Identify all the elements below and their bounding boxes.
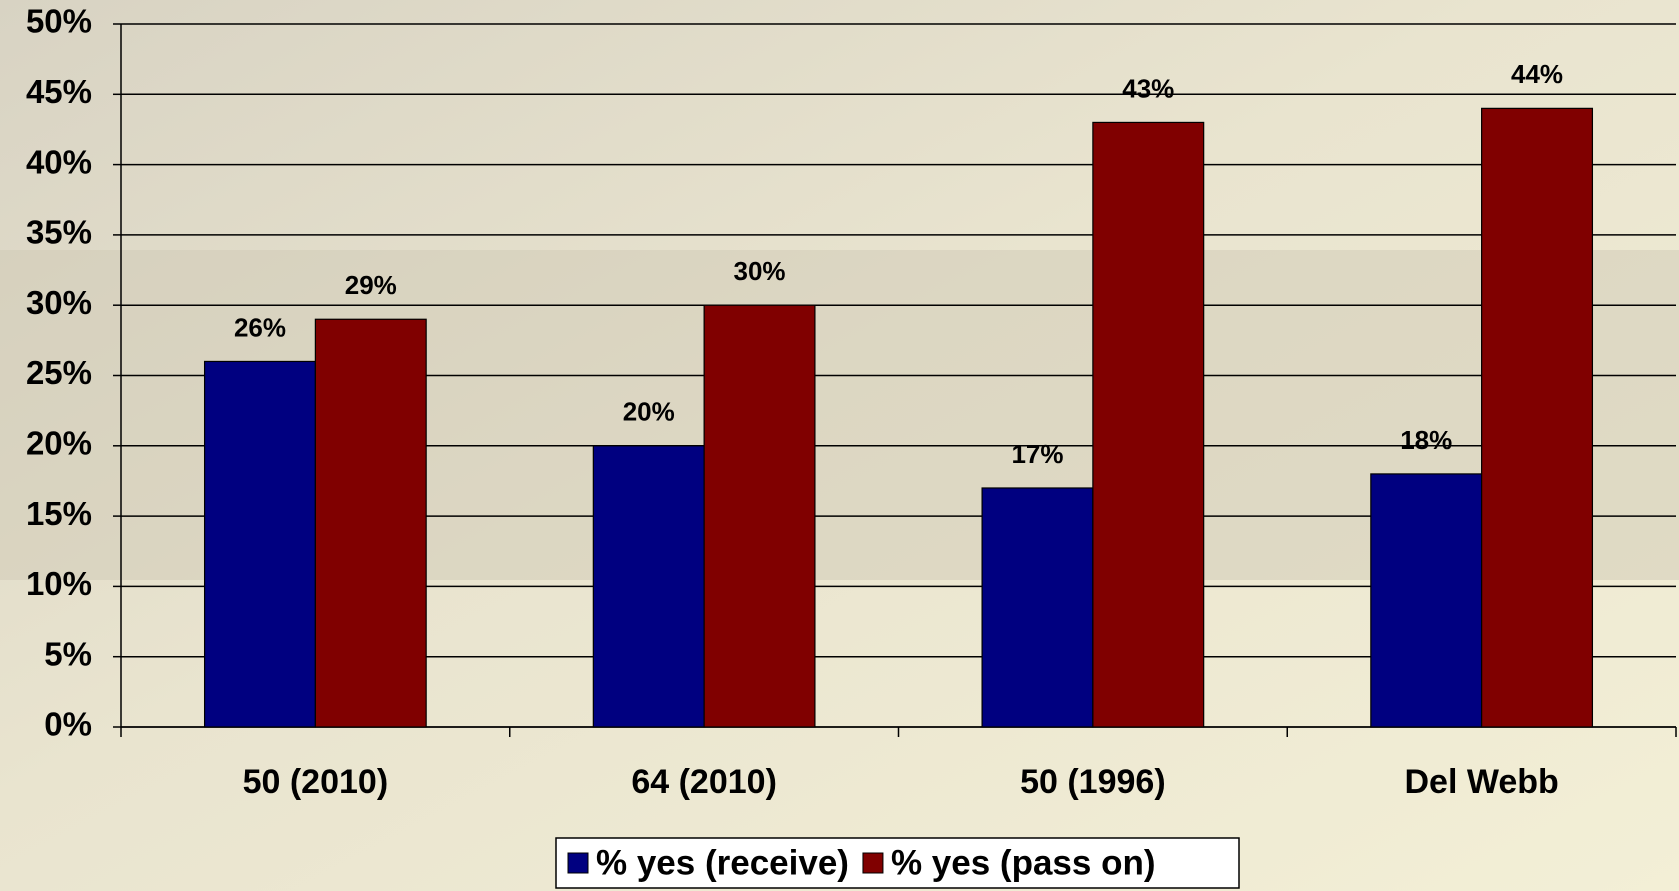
x-tick-label: 50 (2010) [243, 763, 389, 801]
value-label: 44% [1511, 59, 1563, 89]
y-tick-label: 30% [26, 284, 92, 321]
page: 0% 5% 10% 15% 20% 25% 30% 35% 40% 45% 50% 50 (2010)… [0, 0, 1679, 891]
value-label: 26% [234, 312, 286, 342]
x-tick-label: 50 (1996) [1020, 763, 1166, 801]
legend-swatch [863, 853, 883, 873]
value-label: 20% [623, 397, 675, 427]
y-tick-label: 35% [26, 214, 92, 251]
y-tick-label: 0% [44, 706, 92, 743]
bar [315, 319, 426, 727]
legend-label: % yes (receive) [596, 843, 849, 882]
y-tick-label: 20% [26, 425, 92, 462]
bar [1371, 474, 1482, 727]
value-label: 18% [1400, 425, 1452, 455]
y-tick-label: 25% [26, 354, 92, 391]
y-tick-label: 40% [26, 143, 92, 180]
y-tick-label: 10% [26, 565, 92, 602]
legend-label: % yes (pass on) [891, 843, 1156, 882]
y-tick-label: 5% [44, 635, 92, 672]
y-tick-label: 15% [26, 495, 92, 532]
bar [205, 361, 316, 727]
bar [704, 305, 815, 727]
legend-swatch [568, 853, 588, 873]
bar [982, 488, 1093, 727]
value-label: 17% [1011, 439, 1063, 469]
y-tick-label: 45% [26, 73, 92, 110]
bar [1093, 122, 1204, 727]
value-label: 43% [1122, 73, 1174, 103]
y-tick-label: 50% [26, 3, 92, 40]
chart: 0% 5% 10% 15% 20% 25% 30% 35% 40% 45% 50% 50 (2010)… [0, 0, 1679, 891]
x-tick-label: Del Webb [1404, 763, 1558, 801]
bar [593, 446, 704, 727]
bar [1482, 108, 1593, 727]
x-tick-label: 64 (2010) [631, 763, 777, 801]
value-label: 29% [345, 270, 397, 300]
value-label: 30% [733, 256, 785, 286]
